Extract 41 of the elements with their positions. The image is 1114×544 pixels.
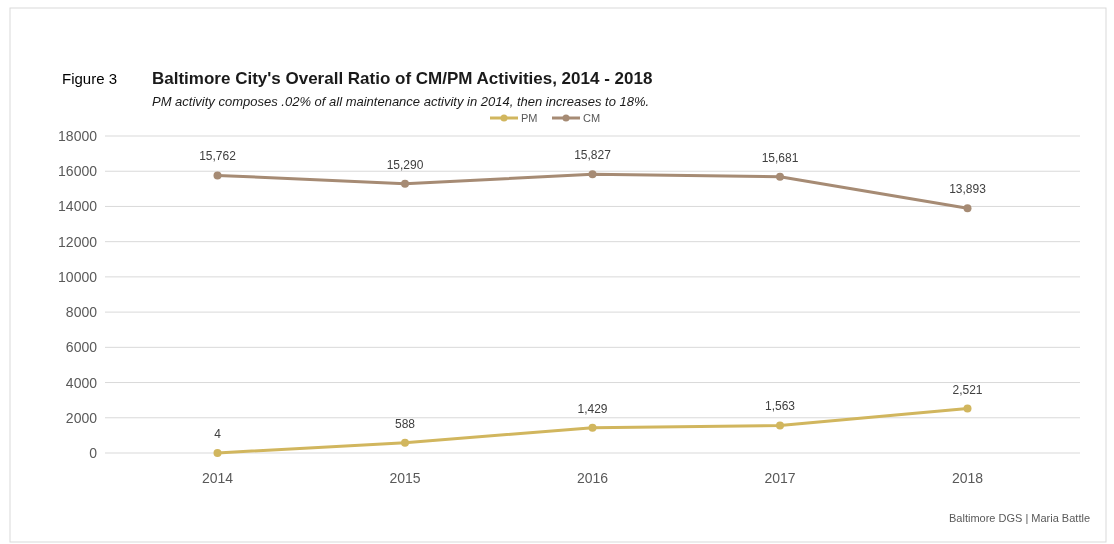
x-tick-label: 2015 [389, 470, 421, 486]
point [963, 204, 972, 213]
data-label: 15,290 [386, 157, 424, 172]
x-tick-label: 2017 [764, 470, 796, 486]
y-tick-label: 2000 [65, 409, 98, 426]
point [588, 423, 597, 432]
data-label: 1,429 [577, 401, 608, 416]
y-tick-label: 10000 [58, 268, 98, 285]
text: Baltimore DGS | Maria Battle [948, 512, 1090, 524]
data-label: 2,521 [952, 382, 983, 397]
point [401, 438, 409, 447]
data-label: 1,563 [764, 399, 796, 414]
point [776, 421, 784, 430]
legend-label: CM [583, 112, 601, 124]
point [401, 179, 409, 188]
point [213, 171, 222, 180]
y-tick-label: 14000 [58, 198, 98, 215]
x-tick-label: 2014 [201, 470, 234, 486]
data-label: 13,893 [949, 182, 987, 197]
y-tick-label: 16000 [58, 163, 98, 180]
data-label: 15,681 [761, 150, 799, 165]
x-tick-label: 2018 [951, 470, 984, 486]
chart-subtitle: PM activity composes .02% of all maintenance activity in 2014, then increases to 18%. [152, 94, 650, 109]
legend-label: PM [521, 112, 538, 124]
data-label: 588 [394, 416, 416, 431]
data-label: 4 [214, 426, 222, 441]
data-label: 15,827 [574, 148, 612, 163]
caption: Figure 3 [62, 70, 118, 87]
data-label: 15,762 [199, 149, 237, 164]
point [963, 404, 972, 413]
y-tick-label: 4000 [65, 374, 98, 391]
y-tick-label: 12000 [58, 233, 98, 250]
point [588, 170, 597, 179]
chart-title: Baltimore City's Overall Ratio of CM/PM Activities, 2014 - 2018 [152, 69, 653, 88]
y-tick-label: 0 [89, 445, 98, 461]
y-tick-label: 8000 [65, 304, 98, 321]
point [776, 172, 784, 181]
y-tick-label: 6000 [65, 339, 98, 356]
y-tick-label: 18000 [58, 128, 98, 144]
x-tick-label: 2016 [576, 470, 609, 486]
point [213, 448, 222, 457]
